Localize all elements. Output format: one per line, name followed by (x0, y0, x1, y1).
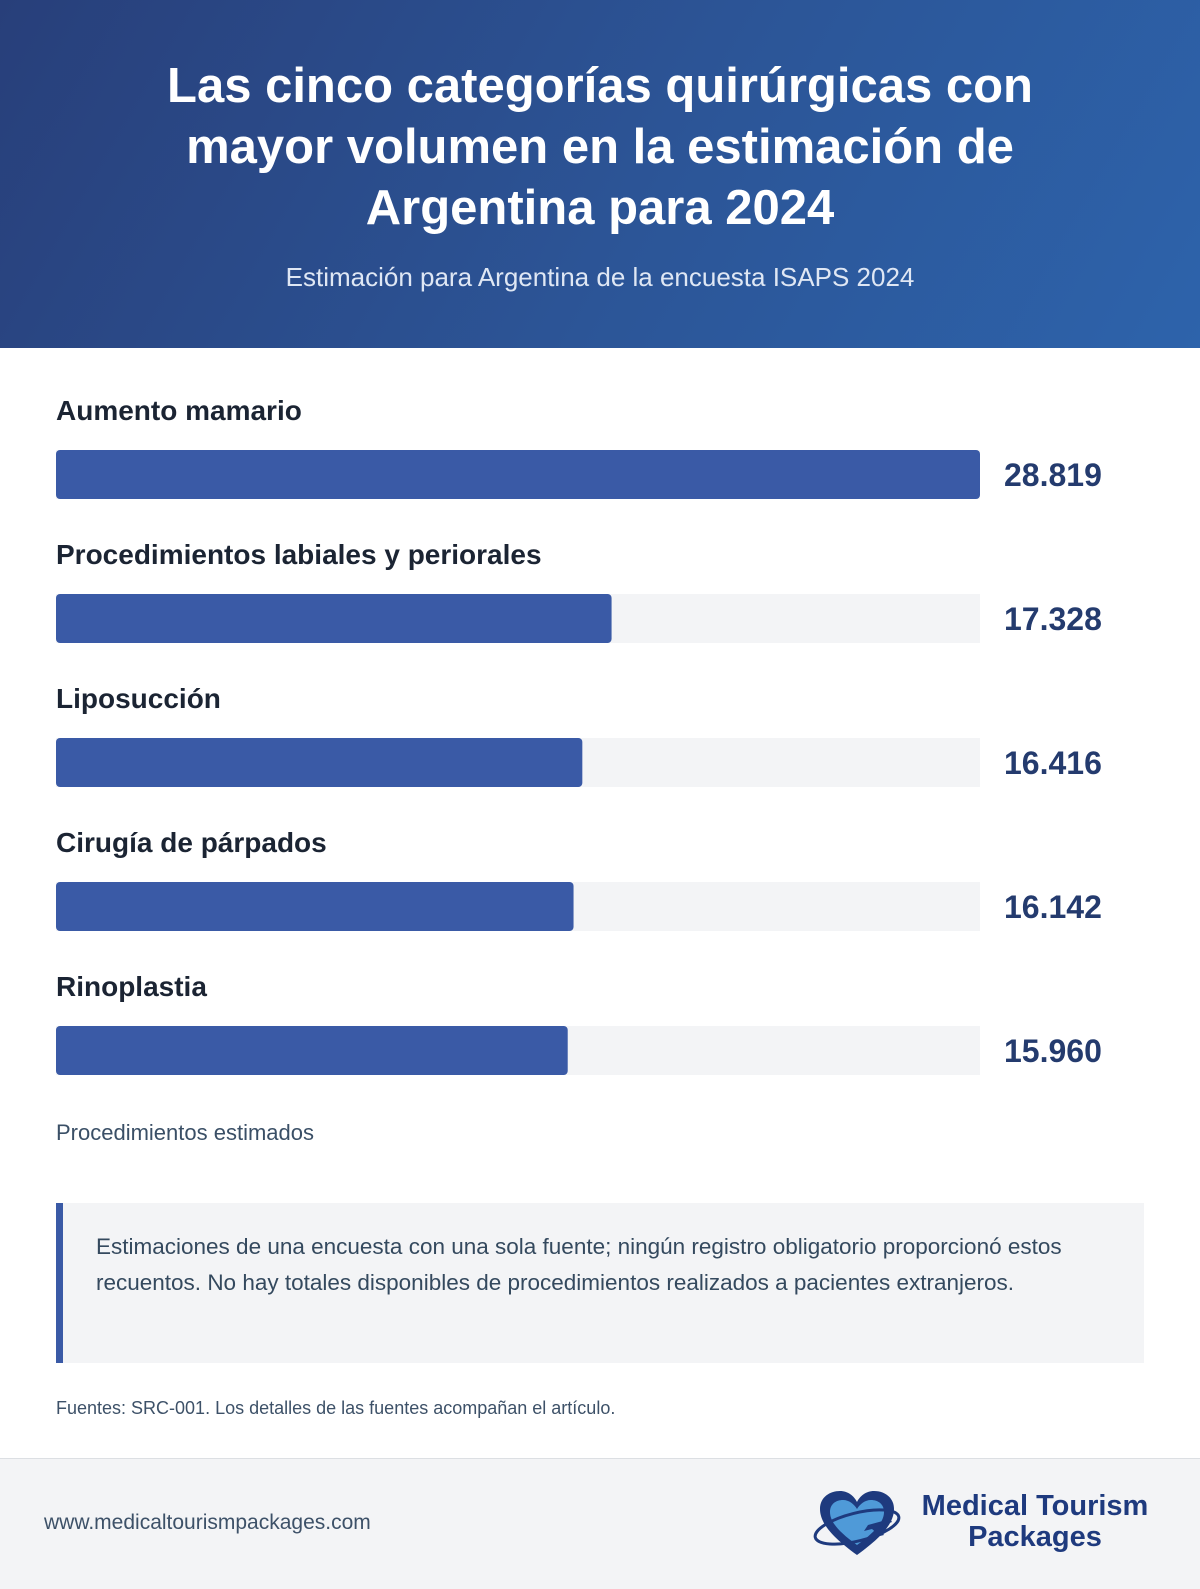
logo-line-2: Packages (968, 1521, 1102, 1553)
bar (56, 450, 980, 499)
value-label: 17.328 (1004, 601, 1102, 637)
value-label: 16.142 (1004, 889, 1102, 925)
page-title: Las cinco categorías quirúrgicas con may… (167, 59, 1033, 235)
axis-label: Procedimientos estimados (56, 1120, 315, 1145)
bar (56, 594, 612, 643)
sources-text: Fuentes: SRC-001. Los detalles de las fu… (56, 1398, 616, 1418)
value-label: 15.960 (1004, 1033, 1102, 1069)
website-url[interactable]: www.medicaltourismpackages.com (44, 1511, 371, 1534)
heart-plane-logo-icon (813, 1491, 901, 1555)
category-label: Cirugía de párpados (56, 827, 327, 858)
bar (56, 1026, 568, 1075)
page-subtitle: Estimación para Argentina de la encuesta… (285, 262, 915, 292)
category-label: Liposucción (56, 683, 221, 714)
bar-chart: Aumento mamario 28.819 Procedimientos labi… (56, 395, 1102, 1075)
value-label: 28.819 (1004, 457, 1102, 493)
header-banner: Las cinco categorías quirúrgicas con may… (0, 0, 1200, 348)
disclaimer-note: Estimaciones de una encuesta con una sol… (56, 1203, 1144, 1363)
footer: www.medicaltourismpackages.com Medical T… (0, 1458, 1200, 1589)
logo-line-1: Medical Tourism (921, 1490, 1149, 1522)
category-label: Aumento mamario (56, 395, 302, 426)
disclaimer-text: Estimaciones de una encuesta con una sol… (96, 1234, 1062, 1295)
category-label: Procedimientos labiales y periorales (56, 539, 542, 570)
logo-text: Medical Tourism Packages (900, 1491, 1170, 1553)
category-label: Rinoplastia (56, 971, 207, 1002)
bar (56, 882, 574, 931)
value-label: 16.416 (1004, 745, 1102, 781)
bar (56, 738, 583, 787)
